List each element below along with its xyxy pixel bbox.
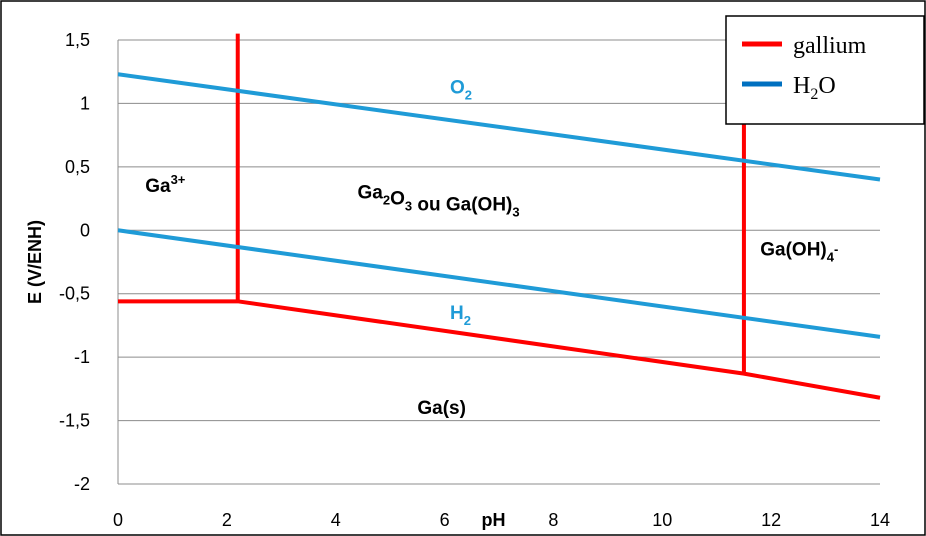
legend-label-gallium: gallium xyxy=(793,33,867,59)
label-ga2o3: Ga2O3 ou Ga(OH)3 xyxy=(357,183,519,220)
x-tick-label: 8 xyxy=(548,510,558,530)
label-h2: H2 xyxy=(450,303,471,328)
y-tick-label: -0,5 xyxy=(59,284,90,304)
water-line-1 xyxy=(117,228,881,339)
x-tick-label: 10 xyxy=(652,510,672,530)
label-o2: O2 xyxy=(450,77,472,102)
y-tick-label: 0,5 xyxy=(65,157,90,177)
y-tick-label: 1,5 xyxy=(65,30,90,50)
x-axis-title: pH xyxy=(482,510,506,530)
label-ga3: Ga3+ xyxy=(145,172,186,197)
x-tick-label: 6 xyxy=(440,510,450,530)
y-tick-label: -2 xyxy=(74,474,90,494)
x-tick-label: 0 xyxy=(113,510,123,530)
legend-box xyxy=(725,15,925,125)
label-gaoh4: Ga(OH)4- xyxy=(760,240,838,265)
gallium-line-0 xyxy=(118,299,881,400)
y-tick-label: 1 xyxy=(80,93,90,113)
legend-label-water: H2O xyxy=(793,73,836,103)
x-tick-label: 4 xyxy=(331,510,341,530)
y-tick-label: -1,5 xyxy=(59,411,90,431)
y-tick-label: 0 xyxy=(80,220,90,240)
series-water xyxy=(117,72,881,339)
y-axis-title: E (V/ENH) xyxy=(25,220,45,304)
x-tick-label: 2 xyxy=(222,510,232,530)
label-gas: Ga(s) xyxy=(417,398,466,419)
y-tick-label: -1 xyxy=(74,347,90,367)
x-tick-label: 14 xyxy=(870,510,890,530)
water-line-0 xyxy=(117,72,881,182)
legend: gallium H2O xyxy=(725,15,925,125)
x-tick-label: 12 xyxy=(761,510,781,530)
